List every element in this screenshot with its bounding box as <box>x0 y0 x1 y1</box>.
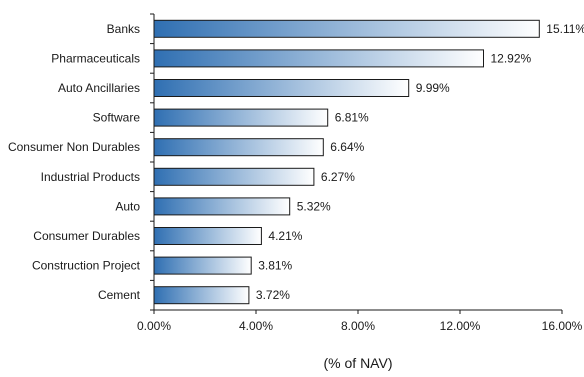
category-label: Construction Project <box>32 259 141 273</box>
x-tick-label: 12.00% <box>440 319 481 333</box>
bars-layer: Banks 15.11% Pharmaceuticals 12.92% Auto Anc… <box>8 19 584 305</box>
bar <box>153 19 540 38</box>
bar <box>153 79 410 97</box>
category-label: Consumer Durables <box>33 229 140 243</box>
data-label: 6.81% <box>335 111 369 125</box>
bar <box>153 49 484 68</box>
bar <box>153 286 250 305</box>
bar <box>153 108 329 127</box>
data-label: 15.11% <box>546 22 584 36</box>
category-label: Auto <box>115 199 140 213</box>
data-label: 12.92% <box>491 51 532 65</box>
x-tick-label: 8.00% <box>341 319 375 333</box>
bar <box>153 256 252 275</box>
bar <box>153 167 315 186</box>
category-label: Auto Ancillaries <box>58 81 140 95</box>
category-label: Consumer Non Durables <box>8 140 140 154</box>
data-label: 3.81% <box>258 259 292 273</box>
bar <box>153 138 324 157</box>
x-axis-title: (% of NAV) <box>324 355 393 371</box>
x-tick-label: 16.00% <box>542 319 583 333</box>
category-label: Banks <box>107 22 140 36</box>
x-tick-label: 4.00% <box>239 319 273 333</box>
bar <box>153 227 262 245</box>
data-label: 6.27% <box>321 170 355 184</box>
category-label: Software <box>93 111 141 125</box>
data-label: 6.64% <box>330 140 364 154</box>
bar <box>153 197 291 216</box>
category-label: Industrial Products <box>41 170 140 184</box>
data-label: 4.21% <box>268 229 302 243</box>
axis-layer: 0.00% 4.00% 8.00% 12.00% 16.00% <box>137 13 583 333</box>
data-label: 3.72% <box>256 288 290 302</box>
data-label: 9.99% <box>416 81 450 95</box>
x-tick-label: 0.00% <box>137 319 171 333</box>
category-label: Pharmaceuticals <box>51 51 140 65</box>
category-label: Cement <box>98 288 141 302</box>
data-label: 5.32% <box>297 199 331 213</box>
